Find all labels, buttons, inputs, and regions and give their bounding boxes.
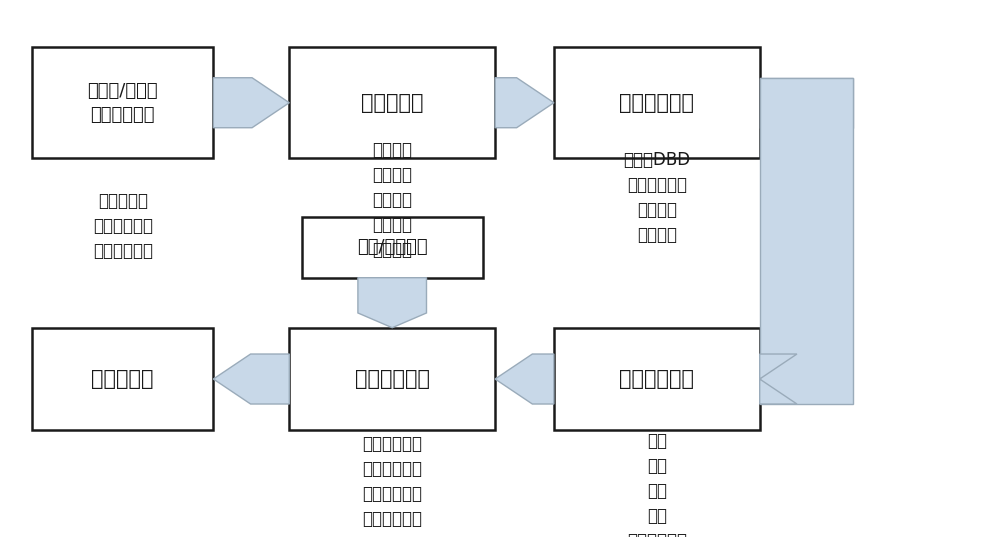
Polygon shape <box>760 354 797 404</box>
Text: 胶体金颗粒: 胶体金颗粒 <box>91 369 154 389</box>
Polygon shape <box>213 354 289 404</box>
Polygon shape <box>495 78 554 128</box>
Text: 激励源选择: 激励源选择 <box>361 93 423 113</box>
Text: 磁力/超声搅拌: 磁力/超声搅拌 <box>357 238 428 257</box>
Text: 等离子体处理: 等离子体处理 <box>355 369 430 389</box>
Bar <box>289 328 495 430</box>
Text: 平板式DBD
等离子体射流
弥散放电
滑动放电: 平板式DBD 等离子体射流 弥散放电 滑动放电 <box>623 151 690 244</box>
Bar <box>289 47 495 158</box>
Polygon shape <box>495 354 554 404</box>
Bar <box>32 328 213 430</box>
Bar <box>554 47 760 158</box>
Text: 氩气
氦气
空气
氧气
或其混合气体: 氩气 氦气 空气 氧气 或其混合气体 <box>627 432 687 537</box>
Text: 脉冲电源
直流电流
交流电源
射频电源
微波电源: 脉冲电源 直流电流 交流电源 射频电源 微波电源 <box>372 141 412 259</box>
Text: 放电模式选择: 放电模式选择 <box>619 93 694 113</box>
Bar <box>760 78 853 404</box>
Bar <box>554 328 760 430</box>
Text: 培养皿清洗
混合溶液浓度
混合溶液体积: 培养皿清洗 混合溶液浓度 混合溶液体积 <box>93 192 153 260</box>
Bar <box>302 217 483 278</box>
Text: 工作气体选择: 工作气体选择 <box>619 369 694 389</box>
Polygon shape <box>213 78 289 128</box>
Text: 氯金酸/稳定剂
混合溶液制备: 氯金酸/稳定剂 混合溶液制备 <box>87 82 158 124</box>
Polygon shape <box>358 278 427 328</box>
Bar <box>32 47 213 158</box>
Bar <box>760 78 853 128</box>
Text: 电源参数调控
处理时间调控
气体流速调控
液面间距调控: 电源参数调控 处理时间调控 气体流速调控 液面间距调控 <box>362 435 422 528</box>
